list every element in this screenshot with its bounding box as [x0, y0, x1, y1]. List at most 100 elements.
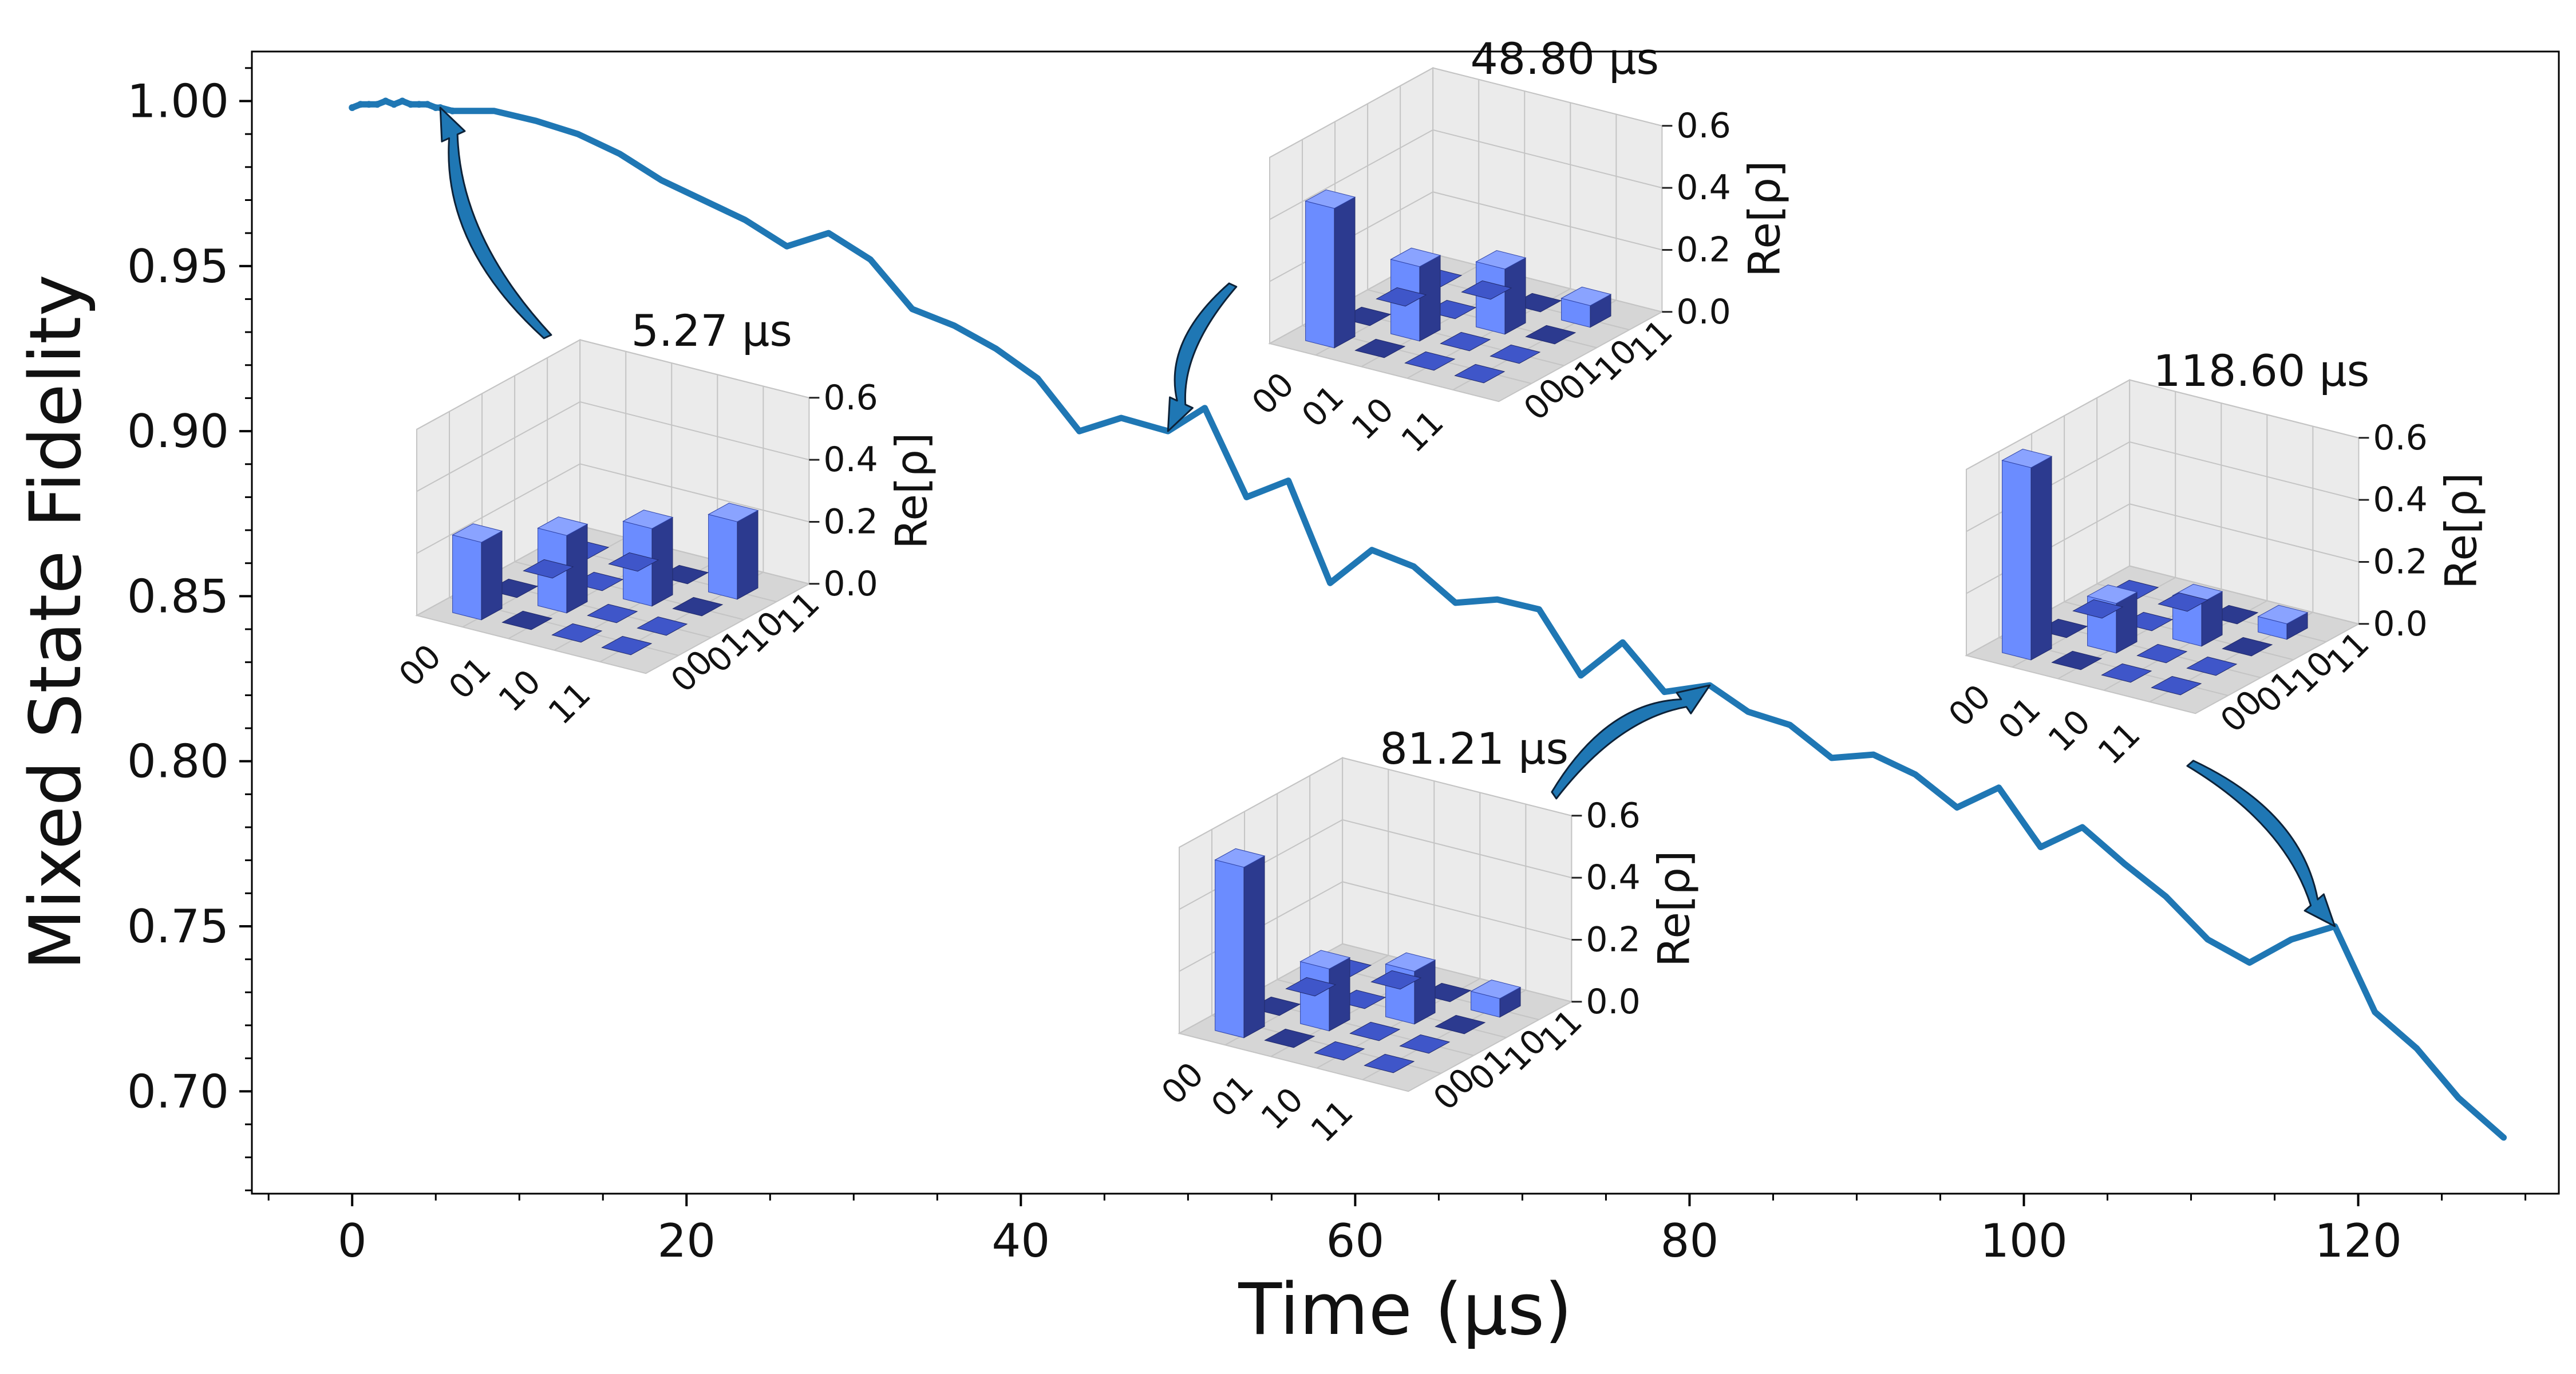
inset-bar-flat — [2136, 643, 2188, 664]
inset-bar-front — [1305, 200, 1335, 349]
fidelity-data-point — [1035, 376, 1040, 381]
inset-z-tick-label: 0.0 — [823, 564, 878, 604]
inset-bar-flat — [1354, 338, 1406, 358]
data-points — [349, 97, 2506, 1140]
inset-grid-line — [1432, 191, 1662, 251]
inset-bar-side — [1329, 957, 1350, 1032]
inset-z-tick-label: 0.6 — [823, 378, 878, 418]
inset-bar-flat — [1435, 1014, 1486, 1035]
inset-bar-flat — [2151, 676, 2202, 696]
inset-bar-flat — [1525, 325, 1577, 345]
inset-z-tick-label: 0.0 — [1676, 292, 1730, 332]
inset-bar-front — [452, 534, 482, 621]
fidelity-data-point — [1787, 722, 1792, 728]
fidelity-data-point — [1913, 772, 1918, 777]
fidelity-data-point — [1286, 478, 1291, 483]
fidelity-data-point — [784, 244, 789, 249]
fidelity-data-point — [407, 101, 414, 108]
fidelity-data-point — [1244, 495, 1249, 500]
inset-z-tick-label: 0.4 — [1586, 858, 1640, 898]
x-tick-label: 100 — [1980, 1214, 2068, 1268]
inset-grid-line — [1269, 67, 1433, 158]
inset-bar-top — [2087, 585, 2138, 604]
inset-bar-flat — [501, 610, 553, 630]
inset-grid-line — [1342, 819, 1572, 879]
inset-bar-side — [1419, 255, 1441, 342]
fidelity-data-point — [365, 101, 373, 108]
fidelity-data-point — [659, 177, 664, 183]
fidelity-data-point — [1369, 547, 1374, 552]
inset-bar-top — [1475, 250, 1527, 270]
inset-bar-flat — [672, 597, 724, 617]
fidelity-data-point — [1453, 600, 1458, 605]
inset-bar-flat — [1454, 364, 1506, 384]
fidelity-data-point — [1077, 429, 1082, 434]
inset-z-label: Re[ρ] — [2435, 472, 2486, 589]
fidelity-data-point — [1411, 564, 1416, 569]
inset-bar-top — [1470, 980, 1522, 999]
inset-z-label: Re[ρ] — [1648, 850, 1699, 967]
inset-time-label: 118.60 μs — [2153, 345, 2369, 396]
x-tick-label: 0 — [338, 1214, 367, 1268]
x-tick-label: 20 — [657, 1214, 716, 1268]
inset-time-label: 81.21 μs — [1380, 723, 1568, 774]
inset-bar-top — [1299, 950, 1351, 969]
inset-z-tick-label: 0.0 — [1586, 982, 1640, 1022]
inset-bar-top — [1390, 247, 1441, 267]
fidelity-data-point — [2372, 1009, 2377, 1014]
inset-z-tick-label: 0.4 — [823, 440, 878, 480]
annotation-arrow — [439, 106, 552, 339]
inset-z-tick-label: 0.0 — [2373, 604, 2427, 644]
inset-grid-line — [2129, 379, 2359, 439]
y-tick-label: 0.95 — [127, 240, 229, 293]
inset-bar-flat — [1364, 1053, 1415, 1073]
inset-bar-side — [1504, 257, 1526, 335]
inset-bar-flat — [1376, 287, 1427, 307]
fidelity-data-point — [2080, 824, 2085, 830]
fidelity-data-point — [492, 108, 497, 113]
fidelity-data-point — [416, 101, 423, 108]
fidelity-data-point — [1327, 581, 1333, 586]
fidelity-data-point — [910, 306, 915, 311]
inset-bar-flat — [1404, 351, 1456, 371]
inset-grid-line — [579, 339, 809, 398]
inset-grid-line — [2129, 565, 2359, 625]
fidelity-data-point — [701, 198, 706, 203]
inset-bar-flat — [2072, 599, 2124, 619]
inset-z-label: Re[ρ] — [1739, 160, 1789, 277]
inset-bar-side — [481, 530, 503, 621]
inset-z-tick-label: 0.2 — [2373, 542, 2427, 582]
fidelity-data-point — [2038, 844, 2043, 850]
density-matrix-inset: 0.00.20.40.6Re[ρ]0001101100011011118.60 … — [1941, 345, 2487, 772]
inset-bar-side — [737, 510, 758, 600]
y-tick-label: 0.80 — [127, 735, 229, 788]
inset-bar-top — [2001, 448, 2053, 468]
inset-bar-top — [537, 516, 588, 536]
fidelity-data-point — [382, 97, 389, 105]
annotation-arrow — [2186, 760, 2336, 927]
x-tick-label: 40 — [991, 1214, 1050, 1268]
y-tick-label: 1.00 — [127, 74, 229, 128]
inset-bar-top — [1385, 952, 1436, 972]
inset-bar-front — [2002, 460, 2032, 661]
inset-z-tick-label: 0.6 — [1586, 796, 1640, 836]
fidelity-data-point — [1620, 640, 1625, 645]
inset-grid-line — [1269, 129, 1433, 220]
inset-bar-flat — [1349, 1021, 1401, 1041]
fidelity-data-point — [424, 101, 431, 108]
inset-grid-line — [416, 339, 580, 430]
inset-grid-line — [1342, 943, 1572, 1002]
inset-bar-top — [1560, 286, 1612, 306]
fidelity-data-point — [993, 346, 998, 351]
fidelity-data-point — [1536, 607, 1542, 612]
inset-grid-line — [1432, 253, 1662, 313]
inset-bar-front — [1215, 859, 1244, 1039]
fidelity-data-point — [374, 101, 381, 108]
inset-bar-top — [452, 523, 503, 543]
fidelity-data-point — [742, 218, 748, 223]
x-tick-label: 120 — [2314, 1214, 2402, 1268]
